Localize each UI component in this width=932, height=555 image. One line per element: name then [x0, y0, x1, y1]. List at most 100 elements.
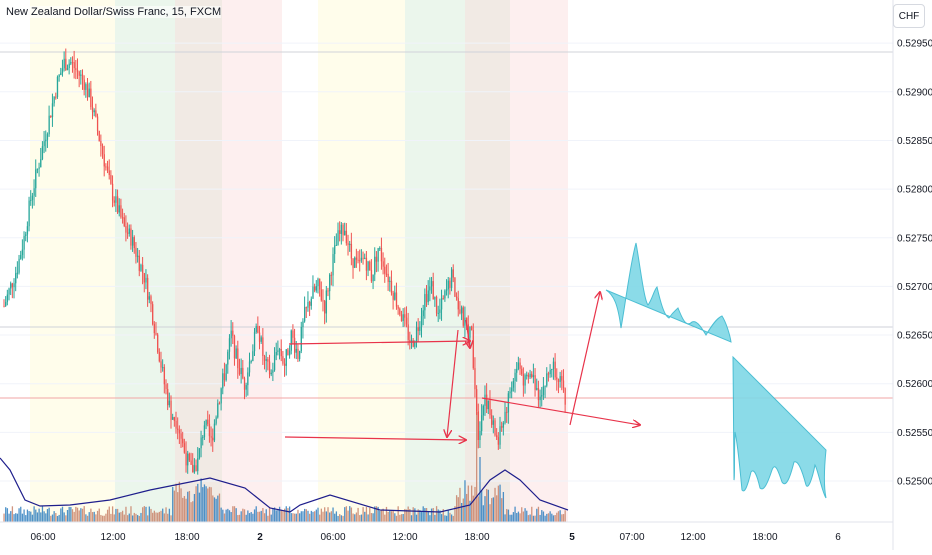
candle-body [93, 110, 95, 113]
candle-body [126, 232, 129, 234]
candle-body [192, 464, 194, 473]
candle-body [36, 168, 39, 170]
volume-bar [203, 484, 206, 522]
candle-body [392, 292, 394, 300]
volume-bar [60, 508, 62, 522]
volume-bar [126, 515, 129, 522]
candle-body [243, 378, 246, 390]
volume-bar [277, 508, 279, 522]
volume-bar [454, 506, 456, 522]
volume-bar [83, 506, 85, 522]
volume-bar [98, 508, 100, 522]
candle-body [95, 110, 97, 117]
candle-body [496, 435, 498, 438]
volume-bar [554, 515, 556, 522]
candle-body [106, 166, 109, 171]
candle-body [113, 200, 115, 203]
session-band [175, 0, 222, 522]
volume-bar [355, 512, 358, 522]
candle-body [28, 200, 30, 227]
candle-body [121, 217, 124, 219]
trend-arrow [466, 319, 470, 348]
volume-bar [108, 506, 110, 522]
volume-bar [482, 505, 484, 522]
volume-bar [337, 515, 339, 522]
price-tick-label: 0.52950 [897, 39, 932, 50]
session-band [115, 0, 175, 522]
volume-bar [557, 511, 560, 522]
volume-bar [486, 489, 488, 522]
candle-body [190, 460, 192, 465]
candle-body [152, 304, 154, 325]
candle-body [157, 334, 159, 353]
volume-bar [434, 514, 436, 522]
candle-body [38, 167, 40, 169]
volume-bar [213, 497, 216, 522]
candle-body [18, 258, 20, 273]
volume-bar [467, 485, 469, 522]
volume-bar [188, 490, 191, 522]
volume-bar [58, 514, 60, 522]
volume-bar [469, 500, 471, 522]
time-tick-label: 6 [835, 532, 841, 543]
volume-bar [295, 513, 297, 522]
volume-bar [5, 507, 7, 522]
time-tick-label: 12:00 [680, 532, 705, 543]
time-tick-label: 12:00 [392, 532, 417, 543]
price-tick-label: 0.52850 [897, 136, 932, 147]
candle-body [521, 368, 523, 375]
volume-bar [429, 515, 431, 522]
volume-bar [18, 508, 20, 522]
currency-selector[interactable]: CHF [893, 4, 925, 28]
volume-bar [257, 511, 259, 522]
candle-body [147, 277, 149, 300]
candle-body [80, 74, 82, 76]
volume-bar [552, 515, 555, 522]
volume-bar [250, 512, 252, 522]
volume-bar [529, 514, 531, 522]
candle-body [162, 367, 164, 369]
candle-body [227, 351, 229, 365]
candle-body [237, 348, 239, 369]
volume-bar [78, 510, 80, 522]
volume-bar [243, 509, 246, 522]
candle-body [526, 374, 528, 376]
volume-bar [48, 507, 50, 522]
candle-body [447, 280, 449, 290]
candle-body [208, 423, 211, 437]
candle-body [374, 256, 376, 275]
volume-bar [283, 508, 286, 522]
volume-bar [80, 508, 82, 522]
volume-bar [298, 513, 301, 522]
candle-body [111, 183, 114, 201]
candle-body [377, 248, 379, 262]
volume-bar [228, 510, 231, 522]
volume-bar [158, 511, 161, 522]
candle-body [277, 350, 279, 352]
volume-bar [245, 514, 247, 522]
volume-bar [389, 510, 391, 522]
candle-body [150, 296, 152, 305]
candle-body [484, 394, 486, 406]
candle-body [205, 419, 207, 426]
volume-bar [207, 488, 209, 522]
volume-bar [230, 512, 232, 522]
candle-body [502, 422, 505, 428]
candle-body [370, 270, 373, 282]
time-tick-label: 06:00 [320, 532, 345, 543]
volume-bar [339, 514, 341, 522]
volume-bar [476, 412, 478, 522]
volume-bar [561, 514, 563, 522]
volume-bar [342, 515, 344, 522]
volume-bar [435, 506, 438, 522]
candle-body [511, 387, 513, 392]
volume-bar [288, 506, 291, 522]
volume-bar [10, 511, 12, 522]
candle-body [143, 272, 145, 283]
candle-body [349, 243, 351, 245]
session-band [510, 0, 568, 522]
volume-bar [153, 510, 155, 522]
volume-bar [335, 511, 338, 522]
volume-bar [559, 510, 561, 522]
